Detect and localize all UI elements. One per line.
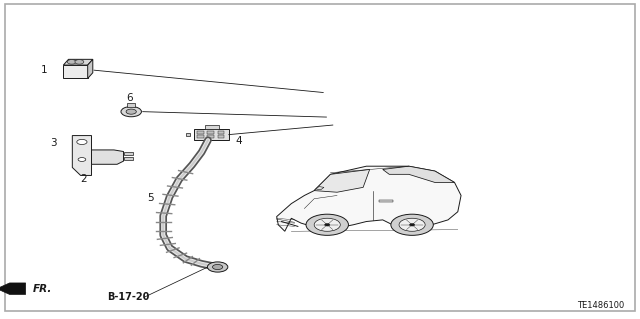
Bar [207,131,214,134]
Circle shape [391,214,433,235]
Text: TE1486100: TE1486100 [577,301,624,310]
Bar [124,157,133,160]
Circle shape [126,109,136,114]
Text: 3: 3 [50,137,56,148]
Text: 1: 1 [41,65,47,75]
Bar [127,103,135,107]
Circle shape [207,262,228,272]
Text: B-17-20: B-17-20 [107,292,149,302]
Polygon shape [92,150,124,164]
Bar [124,152,133,155]
Circle shape [399,218,425,231]
Bar [218,131,224,134]
Circle shape [78,158,86,161]
Text: 4: 4 [236,136,242,146]
Circle shape [212,264,223,270]
Polygon shape [186,133,191,136]
Circle shape [314,218,340,231]
Polygon shape [314,169,370,192]
Circle shape [75,60,84,64]
Text: 2: 2 [80,174,86,184]
Bar [207,135,214,138]
Polygon shape [276,166,461,231]
Bar [63,65,88,78]
Circle shape [306,214,348,235]
Polygon shape [63,59,93,65]
Bar [197,135,204,138]
Text: 6: 6 [127,93,133,103]
Circle shape [121,107,141,117]
Polygon shape [316,187,324,190]
Circle shape [77,139,87,145]
Polygon shape [88,59,93,78]
Bar [205,125,219,129]
Polygon shape [72,136,92,175]
Circle shape [324,224,330,226]
Text: 5: 5 [147,193,154,204]
Circle shape [410,224,415,226]
Bar [218,135,224,138]
Polygon shape [0,283,26,294]
Text: FR.: FR. [33,284,52,294]
Bar [193,129,229,140]
Bar [197,131,204,134]
Polygon shape [383,166,454,182]
Bar [380,200,392,202]
Circle shape [67,60,76,64]
